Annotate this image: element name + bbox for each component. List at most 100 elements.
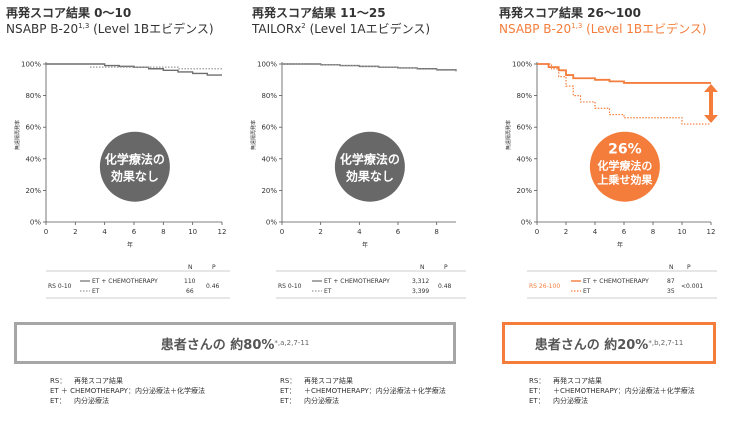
summary-footnote: *,a,2,7-11	[274, 339, 310, 347]
x-tick-label: 4	[593, 228, 598, 236]
y-tick-label: 60%	[261, 124, 277, 132]
x-tick-label: 8	[651, 228, 655, 236]
series-line-et	[282, 63, 457, 72]
p-header: P	[444, 264, 448, 271]
difference-arrow-head-up	[704, 83, 718, 92]
n-value-et: 66	[186, 288, 194, 295]
y-axis-label: 無遠隔再発率	[14, 120, 21, 150]
abbreviations: RS： 再発スコア結果 ET： ＋CHEMOTHERAPY：内分泌療法＋化学療法 E…	[280, 376, 446, 406]
study-ref: 2	[301, 22, 306, 30]
p-value: 0.46	[206, 283, 220, 290]
series-label-et-chemo: ET + CHEMOTHERAPY	[324, 278, 390, 285]
series-line-et-chemo	[46, 63, 222, 76]
abbr-row: ET： 内分泌療法	[529, 397, 588, 405]
bubble-percent: 26%	[608, 142, 642, 158]
legend-table: N P RS 0-10 ET + CHEMOTHERAPY ET 3,312 3…	[276, 264, 466, 304]
evidence-level: (Level 1Aエビデンス)	[305, 22, 431, 36]
y-tick-label: 40%	[25, 155, 41, 163]
x-tick-label: 6	[396, 228, 401, 236]
n-header: N	[420, 264, 425, 271]
x-axis-label: 年	[362, 241, 368, 249]
series-line-et	[537, 63, 711, 125]
y-tick-label: 0%	[30, 219, 41, 227]
panel-subtitle: NSABP B-201,3 (Level 1Bエビデンス)	[499, 20, 707, 37]
x-tick-label: 12	[707, 228, 716, 236]
n-value-et-chemo: 110	[184, 278, 196, 285]
abbr-row: RS： 再発スコア結果	[280, 377, 353, 385]
bubble-text: 化学療法の	[340, 152, 400, 167]
p-value: 0.48	[438, 283, 452, 290]
y-tick-label: 60%	[516, 124, 532, 132]
x-tick-label: 6	[132, 228, 137, 236]
bubble-text: 効果なし	[111, 169, 159, 184]
y-tick-label: 80%	[25, 92, 41, 100]
km-chart-rs-0-10: 0% 20% 40% 60% 80% 100% 0 2 4 6 8 10 12 年 無遠隔再発率化学療法の効…	[14, 61, 226, 250]
y-tick-label: 20%	[516, 187, 532, 195]
panel-title: 再発スコア結果 11〜25	[252, 6, 386, 20]
x-axis-label: 年	[127, 241, 133, 249]
legend-table: N P RS 0-10 ET + CHEMOTHERAPY ET 110 66 …	[46, 264, 230, 304]
abbr-row: ET ＋ CHEMOTHERAPY：内分泌療法＋化学療法	[50, 387, 205, 395]
x-tick-label: 0	[44, 228, 48, 236]
panel-title: 再発スコア結果 0〜10	[6, 6, 132, 20]
panel-subtitle: TAILORx2 (Level 1Aエビデンス)	[252, 20, 430, 37]
x-tick-label: 6	[622, 228, 627, 236]
summary-text: 患者さんの 約20%	[534, 337, 649, 353]
abbr-row: ET： 内分泌療法	[280, 397, 339, 405]
effect-bubble	[334, 131, 405, 202]
x-tick-label: 10	[188, 228, 197, 236]
x-tick-label: 8	[434, 228, 438, 236]
x-tick-label: 4	[102, 228, 107, 236]
panel-rs-26-100: 再発スコア結果 26〜100 NSABP B-201,3 (Level 1Bエビ…	[499, 0, 739, 423]
summary-box-high-risk: 患者さんの 約20% *,b,2,7-11	[502, 322, 716, 364]
p-header: P	[687, 264, 691, 271]
abbreviations: RS： 再発スコア結果 ET ＋ CHEMOTHERAPY：内分泌療法＋化学療法 …	[50, 376, 205, 406]
x-tick-label: 0	[535, 228, 539, 236]
study-name: NSABP B-20	[499, 22, 572, 36]
difference-arrow-head-down	[704, 115, 718, 124]
abbr-row: ET： 内分泌療法	[50, 397, 109, 405]
panel-rs-0-10: 再発スコア結果 0〜10 NSABP B-201,3 (Level 1Bエビデン…	[6, 0, 246, 423]
y-tick-label: 100%	[512, 61, 532, 69]
study-name: TAILORx	[252, 22, 302, 36]
km-chart-rs-26-100: 0% 20% 40% 60% 80% 100% 0 2 4 6 8 10 12 年 無遠隔再発率 26%化学療…	[505, 61, 718, 249]
y-tick-label: 100%	[257, 61, 277, 69]
y-tick-label: 0%	[266, 219, 277, 227]
summary-footnote: *,b,2,7-11	[648, 339, 684, 347]
p-header: P	[212, 264, 216, 271]
n-value-et-chemo: 3,312	[412, 278, 430, 285]
n-value-et: 35	[667, 288, 675, 295]
y-axis-label: 無遠隔再発率	[250, 120, 257, 150]
n-header: N	[188, 264, 193, 271]
series-label-et: ET	[92, 288, 100, 295]
abbr-row: ET： ＋CHEMOTHERAPY：内分泌療法＋化学療法	[529, 387, 695, 395]
abbreviations: RS： 再発スコア結果 ET： ＋CHEMOTHERAPY：内分泌療法＋化学療法 E…	[529, 376, 695, 406]
x-tick-label: 10	[678, 228, 687, 236]
x-axis-label: 年	[617, 241, 623, 249]
legend-table: N P RS 26-100 ET + CHEMOTHERAPY ET 87 35…	[527, 264, 717, 304]
x-tick-label: 4	[357, 228, 362, 236]
y-tick-label: 0%	[521, 219, 532, 227]
series-label-et-chemo: ET + CHEMOTHERAPY	[583, 278, 649, 285]
bubble-text: 効果なし	[346, 169, 394, 184]
evidence-level: (Level 1Bエビデンス)	[582, 22, 707, 36]
rs-label: RS 0-10	[278, 283, 302, 290]
y-tick-label: 80%	[516, 92, 532, 100]
y-axis-label: 無遠隔再発率	[505, 120, 512, 150]
series-label-et-chemo: ET + CHEMOTHERAPY	[92, 278, 158, 285]
y-tick-label: 100%	[21, 61, 41, 69]
x-tick-label: 2	[318, 228, 322, 236]
study-ref: 1,3	[78, 22, 90, 30]
summary-box-low-risk: 患者さんの 約80% *,a,2,7-11	[14, 322, 456, 364]
x-tick-label: 2	[564, 228, 568, 236]
abbr-row: ET： ＋CHEMOTHERAPY：内分泌療法＋化学療法	[280, 387, 446, 395]
p-value: <0.001	[681, 283, 704, 290]
bubble-text: 化学療法の	[105, 152, 165, 167]
rs-label: RS 0-10	[48, 283, 72, 290]
panel-rs-11-25: 再発スコア結果 11〜25 TAILORx2 (Level 1Aエビデンス) 0…	[250, 0, 492, 423]
series-line-et-chemo	[282, 63, 457, 72]
study-ref: 1,3	[571, 22, 583, 30]
series-line-et	[90, 66, 222, 70]
series-label-et: ET	[583, 288, 591, 295]
